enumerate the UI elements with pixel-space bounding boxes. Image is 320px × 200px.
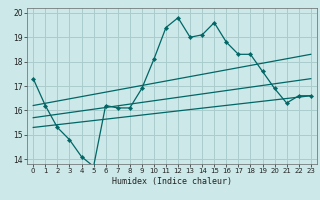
X-axis label: Humidex (Indice chaleur): Humidex (Indice chaleur): [112, 177, 232, 186]
